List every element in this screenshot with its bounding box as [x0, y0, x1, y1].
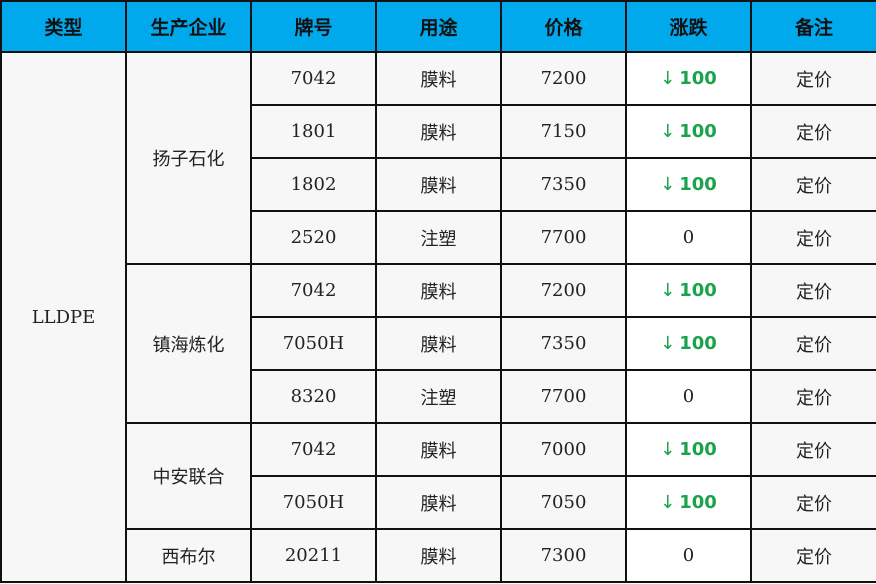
- down-arrow-icon: ↓: [660, 121, 676, 142]
- grade-cell: 1801: [250, 104, 377, 159]
- grade-cell: 8320: [250, 369, 377, 424]
- header-note: 备注: [750, 0, 876, 53]
- company-cell: 中安联合: [125, 422, 252, 530]
- use-cell: 注塑: [375, 210, 502, 265]
- table-row: LLDPE 扬子石化 7042 膜料 7200 ↓ 100 定价: [0, 51, 876, 583]
- grade-cell: 1802: [250, 157, 377, 212]
- header-change: 涨跌: [625, 0, 752, 53]
- price-cell: 7350: [500, 157, 627, 212]
- grade-cell: 7042: [250, 51, 377, 106]
- table-row: 中安联合 7042 膜料 7000 ↓ 100 定价: [1, 422, 876, 530]
- grade-cell: 7050H: [250, 475, 377, 530]
- note-cell: 定价: [750, 210, 876, 265]
- change-cell: ↓ 100: [625, 475, 752, 530]
- table-row: 7050H 膜料 7050 ↓ 100 定价: [1, 475, 876, 530]
- grade-cell: 7042: [250, 422, 377, 477]
- use-cell: 膜料: [375, 263, 502, 318]
- down-arrow-icon: ↓: [660, 439, 676, 460]
- change-cell: ↓ 100: [625, 157, 752, 212]
- table-row: 7050H 膜料 7350 ↓ 100 定价: [1, 316, 876, 371]
- header-use: 用途: [375, 0, 502, 53]
- grade-cell: 2520: [250, 210, 377, 265]
- price-cell: 7150: [500, 104, 627, 159]
- use-cell: 膜料: [375, 528, 502, 583]
- price-cell: 7050: [500, 475, 627, 530]
- change-value: 100: [679, 68, 717, 89]
- table-row: 1801 膜料 7150 ↓ 100 定价: [1, 104, 876, 159]
- company-cell: 西布尔: [125, 528, 252, 583]
- use-cell: 膜料: [375, 475, 502, 530]
- table-row: 1802 膜料 7350 ↓ 100 定价: [1, 157, 876, 212]
- price-cell: 7200: [500, 51, 627, 106]
- use-cell: 注塑: [375, 369, 502, 424]
- note-cell: 定价: [750, 528, 876, 583]
- price-cell: 7000: [500, 422, 627, 477]
- change-cell: ↓ 100: [625, 422, 752, 477]
- down-arrow-icon: ↓: [660, 68, 676, 89]
- type-cell: LLDPE: [0, 51, 127, 583]
- price-cell: 7200: [500, 263, 627, 318]
- change-value: 100: [679, 121, 717, 142]
- note-cell: 定价: [750, 263, 876, 318]
- use-cell: 膜料: [375, 422, 502, 477]
- company-cell: 镇海炼化: [125, 263, 252, 424]
- use-cell: 膜料: [375, 51, 502, 106]
- use-cell: 膜料: [375, 104, 502, 159]
- change-cell: 0: [625, 210, 752, 265]
- grade-cell: 20211: [250, 528, 377, 583]
- note-cell: 定价: [750, 422, 876, 477]
- change-cell: ↓ 100: [625, 104, 752, 159]
- table-row: 镇海炼化 7042 膜料 7200 ↓ 100 定价: [1, 263, 876, 424]
- header-company: 生产企业: [125, 0, 252, 53]
- header-grade: 牌号: [250, 0, 377, 53]
- use-cell: 膜料: [375, 157, 502, 212]
- grade-cell: 7050H: [250, 316, 377, 371]
- note-cell: 定价: [750, 369, 876, 424]
- table-row: 8320 注塑 7700 0 定价: [1, 369, 876, 424]
- change-value: 100: [679, 280, 717, 301]
- price-cell: 7350: [500, 316, 627, 371]
- price-cell: 7700: [500, 369, 627, 424]
- company-cell: 扬子石化: [125, 51, 252, 265]
- change-value: 100: [679, 439, 717, 460]
- change-cell: ↓ 100: [625, 263, 752, 318]
- change-cell: 0: [625, 369, 752, 424]
- change-cell: ↓ 100: [625, 51, 752, 106]
- note-cell: 定价: [750, 316, 876, 371]
- change-cell: ↓ 100: [625, 316, 752, 371]
- table-row: 2520 注塑 7700 0 定价: [1, 210, 876, 265]
- down-arrow-icon: ↓: [660, 333, 676, 354]
- change-value: 100: [679, 174, 717, 195]
- table-row: 西布尔 20211 膜料 7300 0 定价: [1, 528, 876, 583]
- note-cell: 定价: [750, 475, 876, 530]
- grade-cell: 7042: [250, 263, 377, 318]
- price-cell: 7700: [500, 210, 627, 265]
- down-arrow-icon: ↓: [660, 174, 676, 195]
- change-value: 100: [679, 492, 717, 513]
- header-row: 类型 生产企业 牌号 用途 价格 涨跌 备注: [0, 0, 876, 53]
- note-cell: 定价: [750, 51, 876, 106]
- change-value: 100: [679, 333, 717, 354]
- note-cell: 定价: [750, 104, 876, 159]
- use-cell: 膜料: [375, 316, 502, 371]
- header-price: 价格: [500, 0, 627, 53]
- down-arrow-icon: ↓: [660, 492, 676, 513]
- note-cell: 定价: [750, 157, 876, 212]
- change-cell: 0: [625, 528, 752, 583]
- down-arrow-icon: ↓: [660, 280, 676, 301]
- header-type: 类型: [0, 0, 127, 53]
- price-cell: 7300: [500, 528, 627, 583]
